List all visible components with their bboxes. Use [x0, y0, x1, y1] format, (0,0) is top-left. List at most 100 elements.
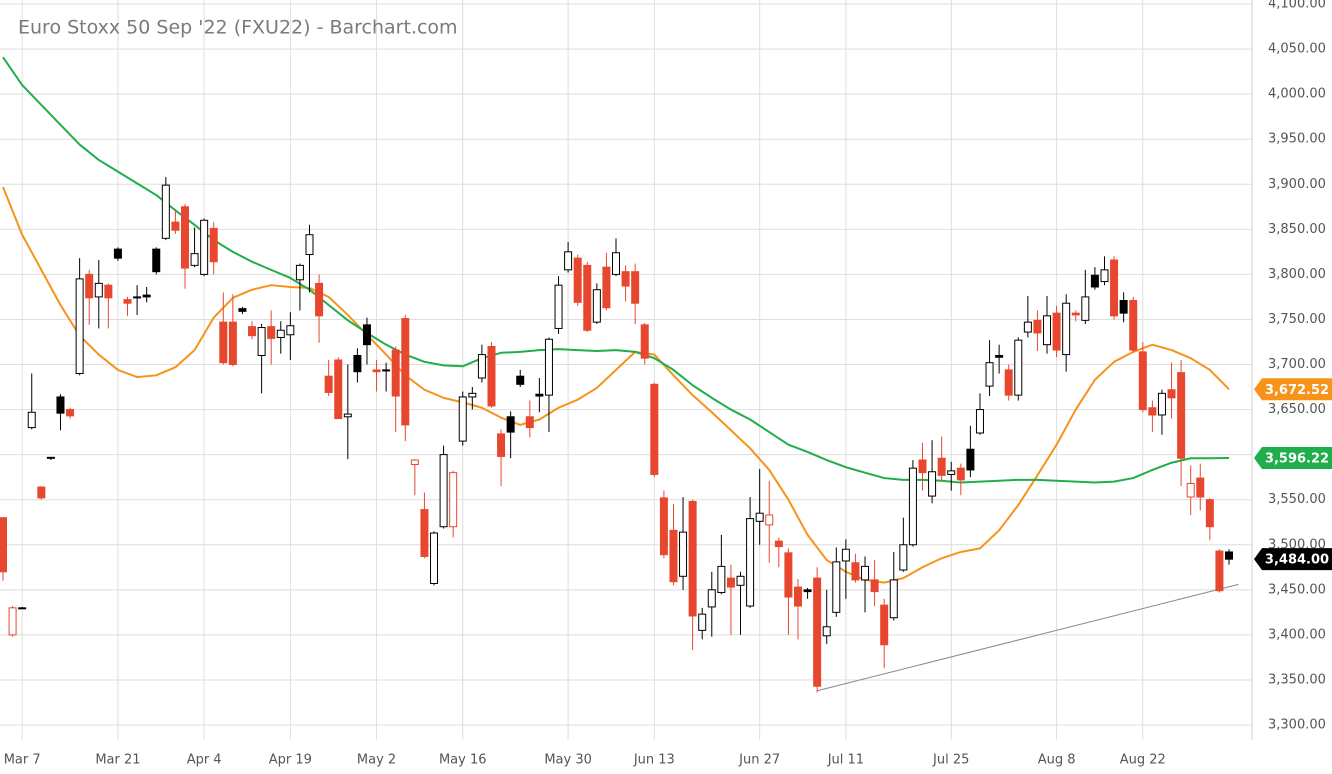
candle-body — [1167, 389, 1176, 399]
candle-body — [928, 471, 937, 497]
candle-body — [564, 251, 573, 271]
x-tick-label: Jun 27 — [738, 753, 780, 768]
axes: 3,300.003,350.003,400.003,450.003,500.00… — [4, 0, 1332, 768]
candle-body — [966, 448, 975, 471]
candle-body — [286, 325, 295, 336]
candle-body — [267, 326, 276, 339]
candle-body — [1052, 312, 1061, 351]
candle-body — [1148, 407, 1157, 416]
candle-body — [27, 411, 36, 429]
candle-body — [755, 512, 764, 522]
candle-body — [0, 517, 7, 573]
candle-body — [516, 375, 525, 385]
y-tick-label: 4,000.00 — [1268, 87, 1326, 102]
y-tick-label: 3,700.00 — [1268, 357, 1326, 372]
candle-body — [66, 409, 75, 417]
candle-body — [1186, 482, 1195, 498]
candle-body — [1138, 351, 1147, 411]
candle-body — [305, 234, 314, 256]
candle-body — [765, 514, 774, 526]
price-tag — [1254, 378, 1332, 401]
x-tick-label: Jun 13 — [633, 753, 675, 768]
candle-body — [1062, 302, 1071, 356]
candle-body — [75, 278, 84, 375]
candle-body — [631, 271, 640, 304]
candle-body — [736, 575, 745, 586]
candle-body — [1043, 315, 1052, 346]
candle-body — [180, 206, 189, 269]
candle-body — [46, 456, 55, 459]
candle-body — [315, 282, 324, 317]
y-tick-label: 3,450.00 — [1268, 582, 1326, 597]
grid — [0, 0, 1252, 740]
candle-body — [573, 257, 582, 303]
x-tick-label: May 2 — [357, 753, 396, 768]
price-tag-label: 3,596.22 — [1265, 452, 1329, 467]
candle-body — [1119, 300, 1128, 314]
price-tag — [1254, 548, 1332, 571]
candle-body — [94, 282, 103, 298]
candle-body — [861, 565, 870, 581]
candle-body — [382, 369, 391, 372]
candle-body — [1090, 274, 1099, 288]
candle-body — [985, 362, 994, 387]
y-tick-label: 3,350.00 — [1268, 672, 1326, 687]
candle-body — [1129, 300, 1138, 351]
candle-body — [468, 392, 477, 398]
y-tick-label: 3,300.00 — [1268, 718, 1326, 733]
y-tick-label: 4,100.00 — [1268, 0, 1326, 12]
trendline — [817, 583, 1239, 692]
candle-body — [334, 359, 343, 420]
candle-body — [353, 354, 362, 373]
candle-body — [659, 497, 668, 556]
candle-body — [975, 409, 984, 434]
candle-body — [257, 327, 266, 356]
x-tick-label: Mar 21 — [95, 753, 140, 768]
x-tick-label: Apr 4 — [187, 753, 222, 768]
candle-body — [621, 271, 630, 287]
candle-body — [1004, 369, 1013, 396]
plot-area — [0, 56, 1239, 693]
candle-body — [1157, 392, 1166, 416]
candle-body — [161, 184, 170, 239]
candle-body — [113, 248, 122, 259]
candle-body — [276, 329, 285, 338]
candle-body — [592, 289, 601, 323]
candle-body — [774, 540, 783, 548]
candle-body — [1014, 339, 1023, 396]
y-tick-label: 3,650.00 — [1268, 402, 1326, 417]
candle-body — [726, 577, 735, 588]
moving-average-line — [2, 186, 1230, 584]
candle-body — [85, 273, 94, 299]
candle-body — [487, 345, 496, 407]
candle-body — [870, 579, 879, 593]
candle-body — [851, 562, 860, 581]
candle-body — [477, 354, 486, 379]
x-tick-label: Jul 11 — [827, 753, 864, 768]
candle-body — [995, 354, 1004, 358]
candle-body — [698, 613, 707, 631]
candle-body — [956, 467, 965, 481]
candle-body — [525, 416, 534, 429]
y-tick-label: 3,800.00 — [1268, 267, 1326, 282]
candle-body — [324, 375, 333, 393]
candle-body — [458, 396, 467, 442]
candle-body — [37, 486, 46, 499]
y-tick-label: 3,400.00 — [1268, 627, 1326, 642]
candle-body — [439, 454, 448, 528]
candle-body — [602, 266, 611, 309]
candle-body — [841, 548, 850, 562]
candle-body — [362, 324, 371, 346]
candle-body — [152, 248, 161, 273]
y-tick-label: 3,950.00 — [1268, 132, 1326, 147]
x-tick-label: Aug 8 — [1038, 753, 1076, 768]
price-tag-label: 3,672.52 — [1265, 383, 1329, 398]
candle-body — [688, 500, 697, 617]
x-tick-label: Apr 19 — [269, 753, 312, 768]
candle-body — [430, 532, 439, 585]
candle-body — [56, 396, 65, 414]
candle-body — [908, 467, 917, 546]
y-tick-label: 3,750.00 — [1268, 312, 1326, 327]
candle-body — [717, 565, 726, 594]
